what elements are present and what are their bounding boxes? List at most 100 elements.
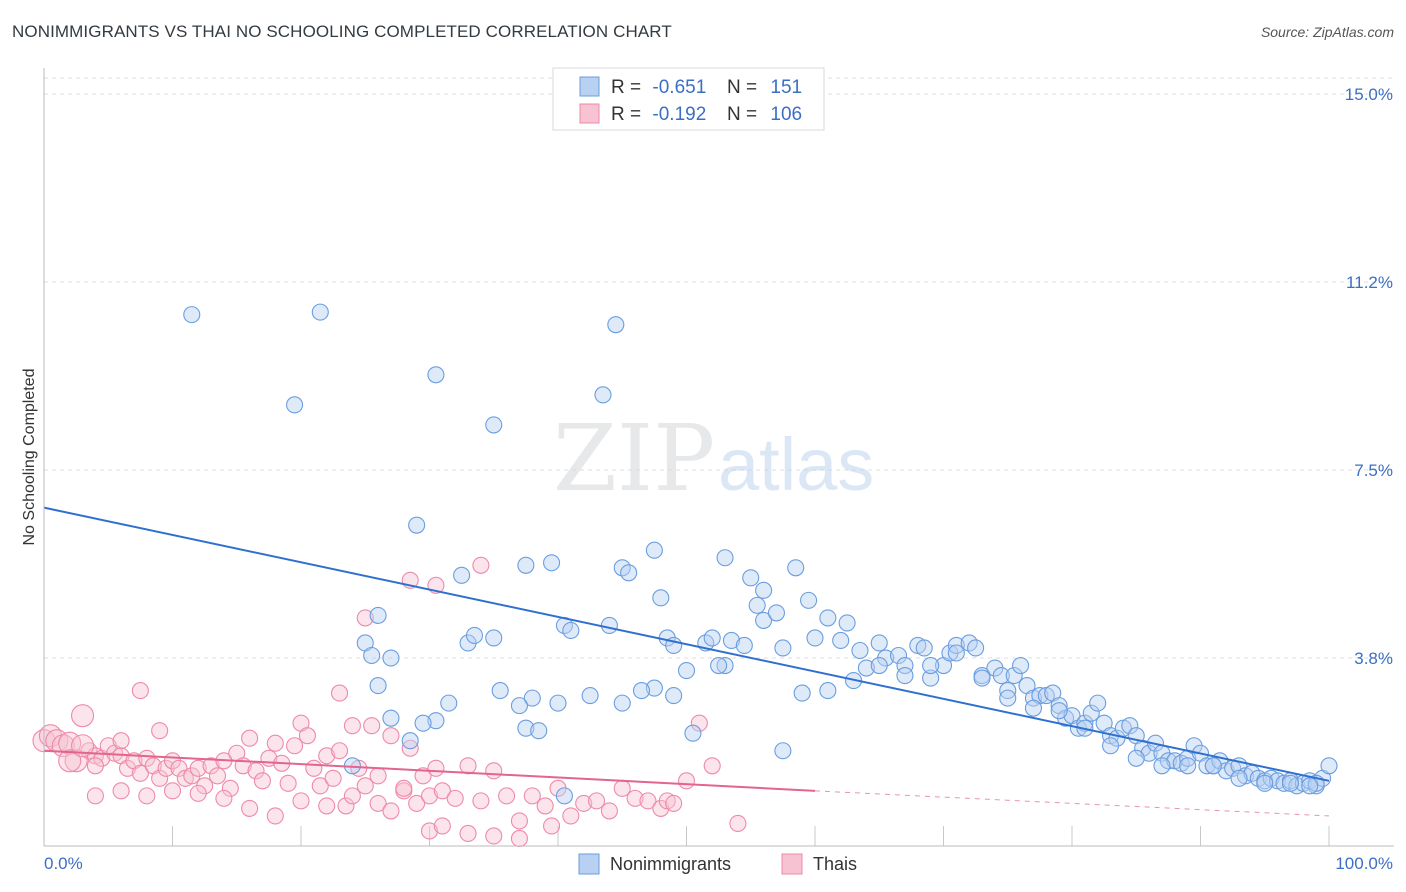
- thais-point-82: [690, 714, 708, 732]
- thais-point-5: [64, 749, 88, 773]
- nonimmigrants-trend-line: [43, 506, 1330, 782]
- thais-point-88: [138, 787, 156, 805]
- thais-point-62: [459, 757, 477, 775]
- thais-point-56: [408, 794, 426, 812]
- stats-swatch-nonimmigrants: [579, 76, 600, 97]
- nonimmigrants-point-117: [1230, 769, 1248, 787]
- thais-point-100: [433, 817, 451, 835]
- y-tick-label-0: 15.0%: [1345, 85, 1393, 104]
- nonimmigrants-point-22: [465, 626, 484, 645]
- nonimmigrants-point-46: [857, 659, 875, 677]
- thais-point-108: [151, 722, 169, 740]
- stats-n-value-1: 151: [770, 77, 802, 98]
- nonimmigrants-point-75: [1082, 704, 1100, 722]
- thais-point-104: [71, 734, 95, 758]
- thais-point-29: [221, 779, 239, 797]
- nonimmigrants-point-122: [1102, 737, 1120, 755]
- nonimmigrants-point-41: [806, 629, 824, 647]
- thais-point-87: [112, 732, 130, 750]
- nonimmigrants-point-23: [485, 629, 503, 647]
- thais-point-21: [170, 759, 188, 777]
- thais-point-53: [382, 727, 400, 745]
- thais-point-68: [536, 797, 554, 815]
- thais-point-91: [215, 789, 233, 807]
- nonimmigrants-point-34: [735, 636, 753, 655]
- nonimmigrants-point-31: [703, 629, 721, 647]
- nonimmigrants-point-33: [716, 656, 734, 675]
- nonimmigrants-point-125: [1024, 699, 1042, 717]
- thais-point-34: [253, 772, 272, 790]
- thais-point-26: [202, 757, 220, 775]
- thais-point-103: [510, 829, 529, 848]
- nonimmigrants-point-58: [967, 639, 985, 657]
- nonimmigrants-point-93: [1198, 757, 1216, 775]
- nonimmigrants-point-53: [922, 669, 940, 687]
- nonimmigrants-point-39: [774, 639, 792, 657]
- nonimmigrants-point-9: [517, 556, 535, 574]
- thais-point-45: [324, 769, 342, 787]
- thais-point-99: [420, 822, 439, 840]
- thais-trend-line-extension: [814, 790, 1330, 817]
- thais-point-47: [337, 797, 355, 815]
- thais-point-94: [292, 792, 310, 810]
- nonimmigrants-point-146: [440, 694, 458, 712]
- nonimmigrants-point-0: [183, 306, 201, 324]
- thais-point-80: [665, 794, 683, 812]
- svg-text:R = -0.192: R = -0.192: [611, 104, 706, 125]
- thais-point-105: [112, 782, 130, 800]
- nonimmigrants-point-16: [787, 559, 805, 577]
- nonimmigrants-point-129: [922, 656, 940, 675]
- y-tick-label-1: 11.2%: [1346, 273, 1393, 292]
- thais-point-36: [266, 734, 284, 752]
- nonimmigrants-point-19: [363, 646, 381, 665]
- thais-point-58: [420, 787, 439, 805]
- y-tick-labels: 15.0% 11.2% 7.5% 3.8%: [1345, 85, 1393, 668]
- nonimmigrants-point-141: [581, 687, 599, 705]
- thais-point-42: [305, 759, 323, 777]
- nonimmigrants-point-1: [311, 303, 329, 321]
- thais-point-27: [208, 767, 227, 785]
- stats-swatch-thais: [579, 103, 600, 124]
- nonimmigrants-point-126: [999, 689, 1017, 707]
- stats-n-value-2: 106: [770, 104, 802, 125]
- nonimmigrants-point-14: [716, 549, 734, 567]
- nonimmigrants-point-145: [491, 682, 509, 700]
- x-tick-label-right: 100.0%: [1335, 854, 1393, 873]
- nonimmigrants-point-32: [722, 631, 741, 650]
- nonimmigrants-point-17: [369, 606, 387, 624]
- thais-point-32: [241, 729, 259, 747]
- nonimmigrants-point-136: [677, 661, 696, 680]
- thais-point-71: [562, 807, 580, 825]
- y-axis-title: No Schooling Completed: [21, 369, 38, 546]
- chart-title: NONIMMIGRANTS VS THAI NO SCHOOLING COMPL…: [12, 22, 672, 41]
- thais-point-51: [363, 717, 381, 735]
- thais-point-18: [151, 769, 169, 787]
- thais-point-44: [318, 747, 336, 765]
- legend-swatch-nonimmigrants: [578, 853, 600, 875]
- nonimmigrants-point-47: [870, 634, 888, 652]
- y-tick-label-3: 3.8%: [1354, 649, 1393, 668]
- nonimmigrants-point-52: [915, 639, 933, 657]
- thais-point-60: [433, 782, 451, 800]
- thais-point-107: [131, 682, 149, 700]
- nonimmigrants-point-124: [1050, 702, 1068, 720]
- thais-point-64: [485, 762, 503, 780]
- stats-r-value-1: -0.651: [652, 77, 706, 98]
- thais-point-76: [626, 789, 644, 807]
- thais-point-39: [286, 737, 304, 755]
- nonimmigrants-point-11: [645, 541, 663, 559]
- nonimmigrants-point-10: [543, 554, 561, 572]
- nonimmigrants-point-43: [832, 631, 850, 650]
- thais-point-89: [163, 782, 182, 800]
- nonimmigrants-point-118: [1204, 757, 1222, 775]
- thais-trend-line: [43, 749, 816, 792]
- nonimmigrants-point-84: [1140, 744, 1158, 762]
- nonimmigrants-point-112: [1320, 757, 1338, 775]
- thais-point-77: [639, 792, 657, 810]
- thais-point-97: [382, 802, 400, 820]
- stats-n-label-1: N =: [727, 77, 757, 98]
- nonimmigrants-point-76: [1089, 694, 1107, 712]
- thais-point-63: [472, 792, 490, 810]
- thais-point-33: [247, 762, 265, 780]
- nonimmigrants-point-45: [851, 641, 869, 660]
